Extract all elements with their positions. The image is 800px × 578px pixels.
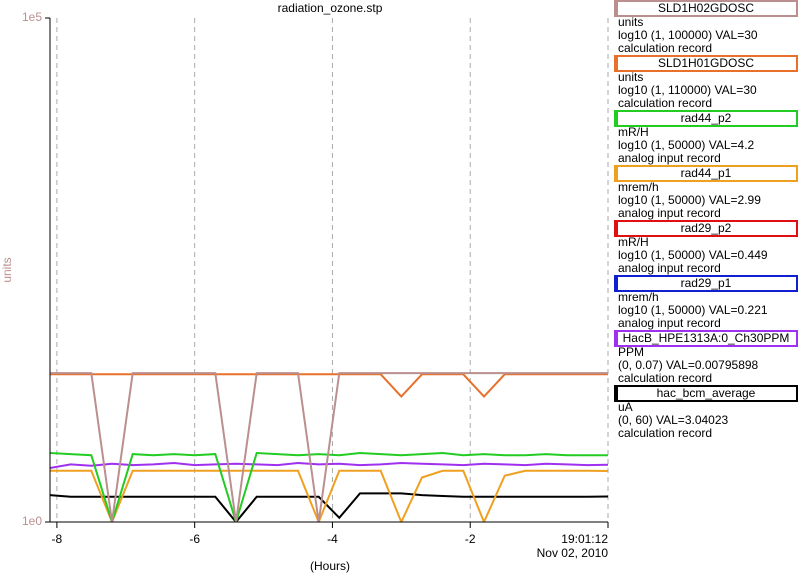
plot-area (50, 18, 608, 522)
x-tick-label: 19:01:12 (561, 532, 608, 546)
legend-units: mR/H (618, 235, 649, 249)
legend-swatch (614, 221, 618, 237)
legend-scale: log10 (1, 50000) VAL=0.221 (618, 303, 768, 317)
legend-units: units (618, 15, 643, 29)
x-tick-label: -6 (189, 532, 200, 546)
y-axis-label: units (0, 257, 14, 282)
legend-name: HacB_HPE1313A:0_Ch30PPM (623, 331, 790, 345)
legend-name: rad29_p2 (681, 221, 732, 235)
legend-swatch (614, 276, 618, 292)
trace (50, 492, 608, 522)
legend-swatch (614, 166, 618, 182)
legend-name: hac_bcm_average (657, 386, 756, 400)
legend-record: analog input record (618, 151, 721, 165)
legend-scale: (0, 60) VAL=3.04023 (618, 413, 729, 427)
legend-scale: log10 (1, 110000) VAL=30 (618, 83, 757, 97)
legend-scale: log10 (1, 50000) VAL=4.2 (618, 138, 755, 152)
legend-record: calculation record (618, 96, 712, 110)
trace (50, 461, 608, 469)
legend-units: mrem/h (618, 180, 659, 194)
legend-name: rad44_p2 (681, 111, 732, 125)
legend-swatch (614, 331, 618, 347)
legend-swatch (614, 56, 618, 72)
legend-scale: log10 (1, 50000) VAL=2.99 (618, 193, 761, 207)
traces (50, 372, 608, 522)
legend-swatch (614, 1, 618, 17)
legend-units: mR/H (618, 125, 649, 139)
x-axis-label: (Hours) (310, 559, 350, 573)
legend-units: units (618, 70, 643, 84)
x-tick-label: -8 (52, 532, 63, 546)
legend-record: analog input record (618, 261, 721, 275)
y-tick-label: 1e0 (22, 514, 42, 528)
legend-name: rad29_p1 (681, 276, 732, 290)
legend-record: calculation record (618, 426, 712, 440)
legend-units: mrem/h (618, 290, 659, 304)
trace (50, 469, 608, 522)
y-tick-label: 1e5 (22, 10, 42, 24)
legend-units: uA (618, 400, 633, 414)
legend-swatch (614, 386, 618, 402)
legend-swatch (614, 111, 618, 127)
legend-units: PPM (618, 345, 644, 359)
legend-name: SLD1H02GDOSC (658, 1, 754, 15)
legend-name: SLD1H01GDOSC (658, 56, 754, 70)
legend-record: analog input record (618, 316, 721, 330)
legend-scale: log10 (1, 100000) VAL=30 (618, 28, 758, 42)
x-tick-label: -2 (465, 532, 476, 546)
trace (50, 373, 608, 398)
legend-scale: log10 (1, 50000) VAL=0.449 (618, 248, 768, 262)
legend-record: calculation record (618, 371, 712, 385)
legend-record: analog input record (618, 206, 721, 220)
legend-record: calculation record (618, 41, 712, 55)
trace (50, 372, 608, 522)
date-label: Nov 02, 2010 (537, 546, 609, 560)
x-tick-label: -4 (327, 532, 338, 546)
chart-title: radiation_ozone.stp (278, 1, 383, 15)
legend-name: rad44_p1 (681, 166, 732, 180)
legend-scale: (0, 0.07) VAL=0.00795898 (618, 358, 759, 372)
